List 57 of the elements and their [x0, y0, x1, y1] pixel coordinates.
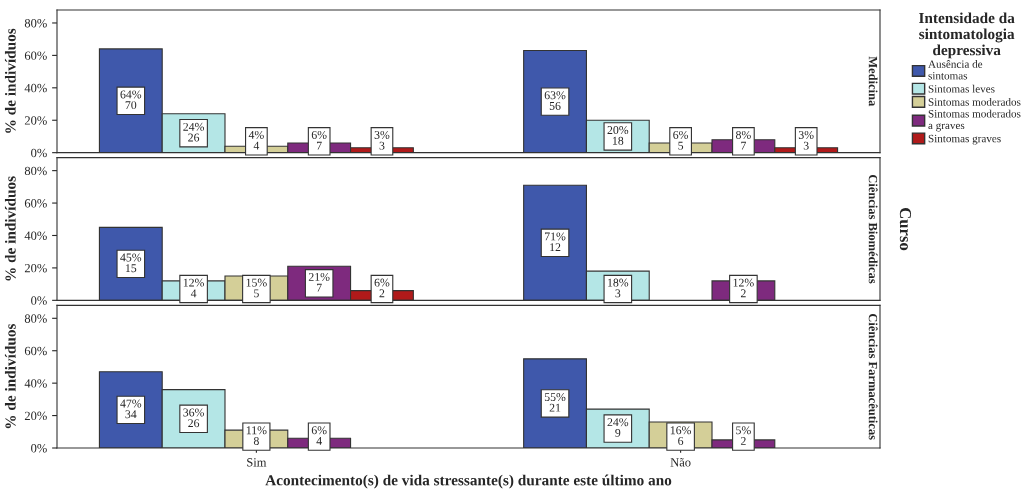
- data-label: 55% 21: [544, 393, 566, 412]
- data-label: 71% 12: [545, 232, 566, 251]
- x-axis-title: Acontecimento(s) de vida stressante(s) durante este último ano: [265, 474, 672, 489]
- data-label: 6% 5: [673, 130, 689, 150]
- data-label: 21% 7: [308, 272, 330, 292]
- legend-label: Sintomas moderados: [928, 97, 1021, 106]
- data-label: 16% 6: [670, 426, 692, 445]
- legend-label: Sintomas leves: [928, 84, 995, 93]
- x-tick-label: Sim: [247, 458, 267, 467]
- y-tick-label: 20%: [24, 411, 47, 421]
- y-tick-label: 20%: [24, 263, 47, 273]
- data-label: 24% 9: [607, 418, 629, 437]
- text: Curso: [899, 208, 912, 251]
- legend-label: Sintomas graves: [928, 134, 1001, 145]
- y-tick-label: 80%: [24, 18, 47, 28]
- y-tick-label: 40%: [24, 231, 47, 240]
- text: Medicina: [868, 56, 878, 107]
- y-tick-label: 0%: [31, 296, 47, 305]
- y-axis-title: % de indivíduos: [4, 176, 16, 281]
- data-label: 63% 56: [544, 91, 566, 110]
- y-tick-label: 40%: [24, 379, 47, 388]
- y-tick-label: 60%: [24, 51, 47, 60]
- data-label: 47% 34: [120, 399, 142, 419]
- y-tick-label: 40%: [24, 83, 47, 93]
- y-axis-title: % de indivíduos: [4, 28, 16, 133]
- data-label: 15% 5: [246, 278, 267, 298]
- data-label: 24% 26: [183, 122, 205, 142]
- data-label: 4% 4: [248, 130, 264, 150]
- legend-label: Ausência de sintomas: [928, 60, 983, 80]
- data-label: 11% 8: [246, 426, 267, 445]
- data-label: 18% 3: [608, 278, 629, 298]
- data-label: 6% 4: [311, 426, 327, 445]
- y-tick-label: 60%: [24, 199, 47, 208]
- x-tick-label: Não: [670, 457, 691, 467]
- y-tick-label: 20%: [24, 116, 47, 125]
- data-label: 12% 2: [733, 278, 754, 298]
- y-tick-label: 80%: [24, 314, 47, 323]
- data-label: 6% 2: [374, 278, 390, 298]
- y-tick-label: 60%: [24, 346, 47, 356]
- data-label: 6% 7: [311, 130, 327, 150]
- legend-title: Intensidade da sintomatologia depressiva: [919, 12, 1015, 59]
- data-label: 36% 26: [183, 408, 205, 428]
- data-label: 45% 15: [120, 253, 142, 273]
- data-label: 12% 4: [183, 278, 205, 298]
- data-label: 5% 2: [736, 426, 751, 445]
- legend-label: Sintomas moderados a graves: [928, 109, 1021, 132]
- data-label: 64% 70: [120, 90, 142, 110]
- data-label: 20% 18: [607, 126, 629, 145]
- data-label: 3% 3: [798, 130, 814, 150]
- text: Ciências Farmacêuticas: [868, 313, 878, 440]
- text: Ciências Biomédicas: [868, 174, 878, 284]
- data-label: 8% 7: [735, 130, 751, 150]
- y-tick-label: 0%: [31, 444, 47, 453]
- y-axis-title: % de indivíduos: [4, 323, 16, 429]
- data-label: 3% 3: [374, 130, 390, 150]
- y-tick-label: 0%: [31, 148, 47, 158]
- y-tick-label: 80%: [24, 166, 47, 176]
